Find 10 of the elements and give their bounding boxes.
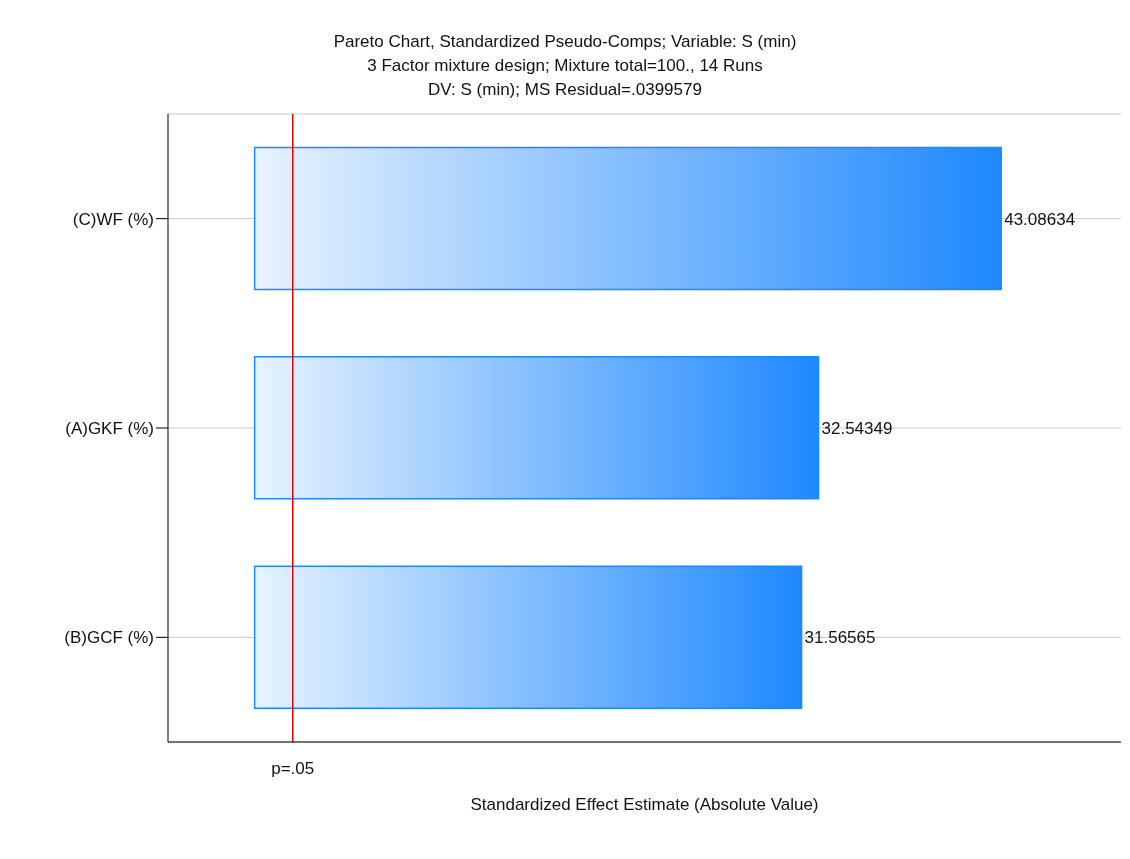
data-label: 32.54349 [821, 418, 893, 438]
y-tick-label: (B)GCF (%) [64, 628, 154, 648]
chart-title: Pareto Chart, Standardized Pseudo-Comps; Variable: S (min) [332, 31, 798, 53]
y-tick-label: (A)GKF (%) [65, 419, 154, 439]
data-label: 43.08634 [1004, 209, 1076, 229]
chart-subtitle: 3 Factor mixture design; Mixture total=100., 14 Runs DV: S (min); MS Residual=.0399579 [366, 55, 764, 101]
x-axis-title: Standardized Effect Estimate (Absolute Value) [470, 795, 819, 814]
y-tick-label: (C)WF (%) [72, 209, 154, 229]
ref-line-label: p=.05 [271, 759, 315, 779]
data-label: 31.56565 [804, 628, 876, 648]
